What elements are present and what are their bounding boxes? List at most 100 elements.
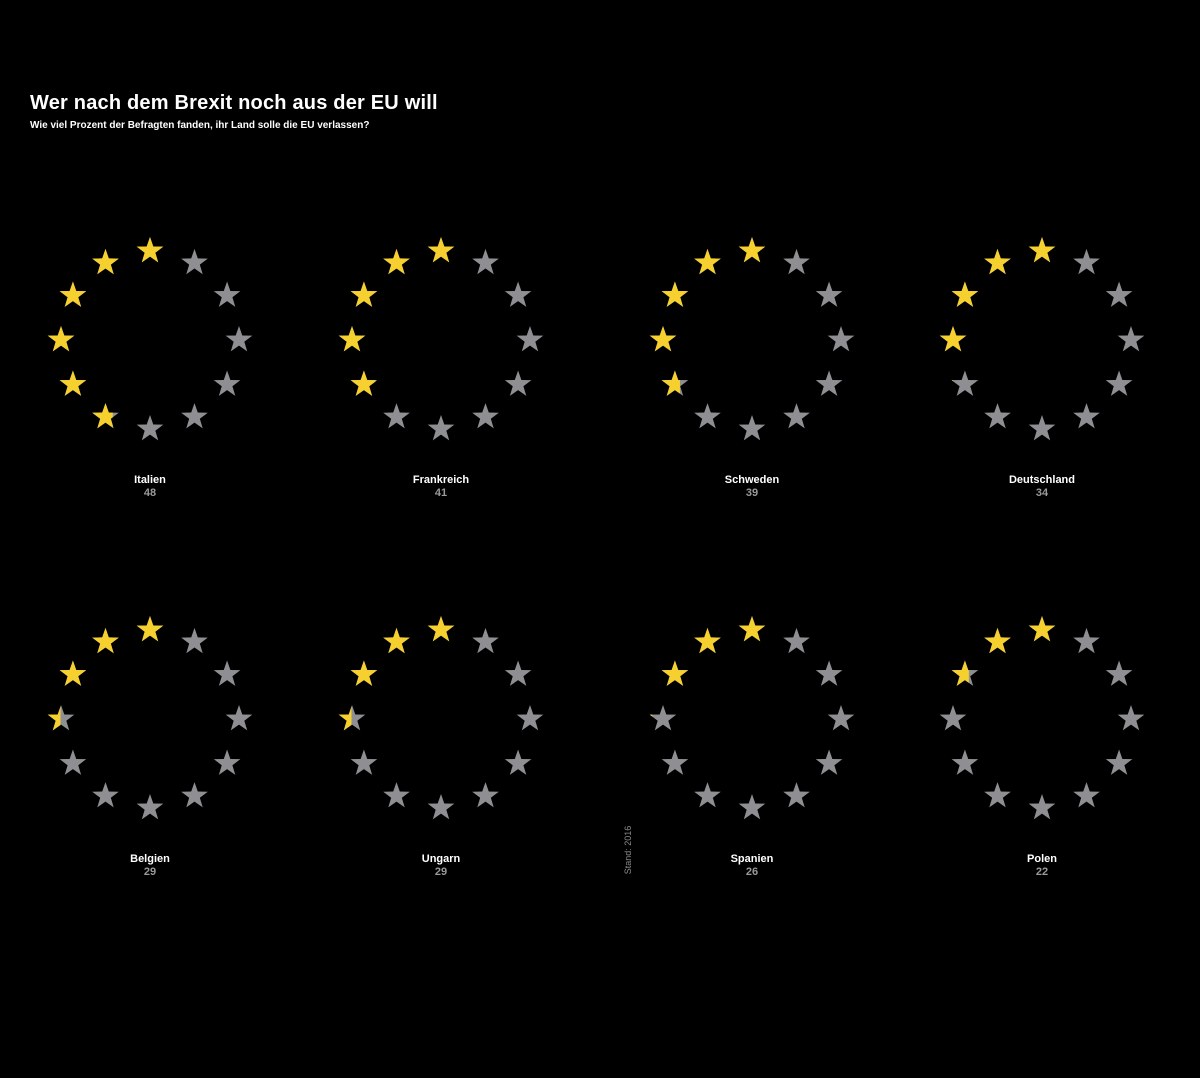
- star-no: [815, 281, 843, 307]
- star-no: [1117, 326, 1145, 352]
- star-yes: [1028, 616, 1056, 642]
- star-partial: [951, 380, 954, 382]
- star-no: [427, 415, 455, 441]
- star-yes: [59, 660, 87, 686]
- star-no: [939, 705, 967, 731]
- star-no: [225, 326, 253, 352]
- value-label: 48: [144, 487, 156, 499]
- star-no: [827, 705, 855, 731]
- star-yes: [59, 281, 87, 307]
- country-label: Schweden: [725, 474, 780, 486]
- star-no: [815, 660, 843, 686]
- star-no: [338, 705, 366, 731]
- star-no: [815, 749, 843, 775]
- star-no: [472, 403, 499, 429]
- star-no: [181, 627, 208, 654]
- star-no: [181, 248, 208, 275]
- star-yes: [47, 326, 75, 352]
- source-note-text: Stand: 2016: [623, 825, 633, 875]
- country-label: Ungarn: [422, 853, 461, 865]
- country-label: Italien: [134, 474, 166, 486]
- star-no: [504, 281, 532, 307]
- value-label: 39: [746, 487, 758, 499]
- star-yes: [427, 616, 455, 642]
- star-no: [92, 782, 119, 808]
- star-no: [504, 749, 532, 775]
- star-no: [427, 794, 455, 820]
- star-no: [472, 782, 499, 808]
- star-no: [783, 782, 810, 808]
- star-yes: [350, 281, 378, 307]
- star-yes: [649, 326, 677, 352]
- star-no: [815, 370, 843, 396]
- star-yes: [661, 660, 689, 686]
- star-yes: [738, 616, 766, 642]
- star-yes: [694, 248, 721, 275]
- star-no: [213, 660, 241, 686]
- star-no: [1073, 627, 1100, 654]
- star-yes: [59, 370, 87, 396]
- country-label: Belgien: [130, 853, 170, 865]
- star-no: [516, 326, 544, 352]
- star-no: [951, 749, 979, 775]
- star-no: [472, 248, 499, 275]
- star-yes: [427, 237, 455, 263]
- country-label: Deutschland: [1009, 474, 1075, 486]
- star-yes: [694, 627, 721, 654]
- star-no: [694, 782, 721, 808]
- star-yes: [984, 627, 1011, 654]
- star-no: [225, 705, 253, 731]
- star-no: [783, 248, 810, 275]
- star-no: [951, 370, 979, 396]
- star-partial: [649, 714, 653, 717]
- star-no: [383, 782, 410, 808]
- star-no: [738, 415, 766, 441]
- star-yes: [951, 281, 979, 307]
- star-yes: [984, 248, 1011, 275]
- chart-title: Wer nach dem Brexit noch aus der EU will: [30, 92, 438, 114]
- star-yes: [136, 616, 164, 642]
- star-no: [1105, 370, 1133, 396]
- star-yes: [1028, 237, 1056, 263]
- star-partial: [661, 370, 680, 396]
- star-no: [827, 326, 855, 352]
- star-yes: [92, 248, 119, 275]
- value-label: 29: [144, 866, 156, 878]
- star-partial: [92, 403, 113, 429]
- star-no: [516, 705, 544, 731]
- star-partial: [350, 370, 376, 396]
- star-partial: [338, 706, 352, 731]
- star-no: [59, 749, 87, 775]
- value-label: 26: [746, 866, 758, 878]
- star-no: [661, 749, 689, 775]
- star-no: [136, 794, 164, 820]
- star-no: [213, 749, 241, 775]
- star-no: [504, 660, 532, 686]
- star-no: [383, 403, 410, 429]
- star-yes: [350, 660, 378, 686]
- star-no: [1028, 415, 1056, 441]
- star-no: [181, 403, 208, 429]
- star-partial: [951, 660, 969, 686]
- star-yes: [939, 326, 967, 352]
- star-yes: [383, 248, 410, 275]
- country-label: Frankreich: [413, 474, 470, 486]
- star-no: [350, 749, 378, 775]
- star-no: [181, 782, 208, 808]
- star-no: [1105, 281, 1133, 307]
- star-no: [504, 370, 532, 396]
- star-no: [738, 794, 766, 820]
- value-label: 29: [435, 866, 447, 878]
- star-yes: [383, 627, 410, 654]
- value-label: 41: [435, 487, 447, 499]
- value-label: 34: [1036, 487, 1049, 499]
- star-no: [1105, 660, 1133, 686]
